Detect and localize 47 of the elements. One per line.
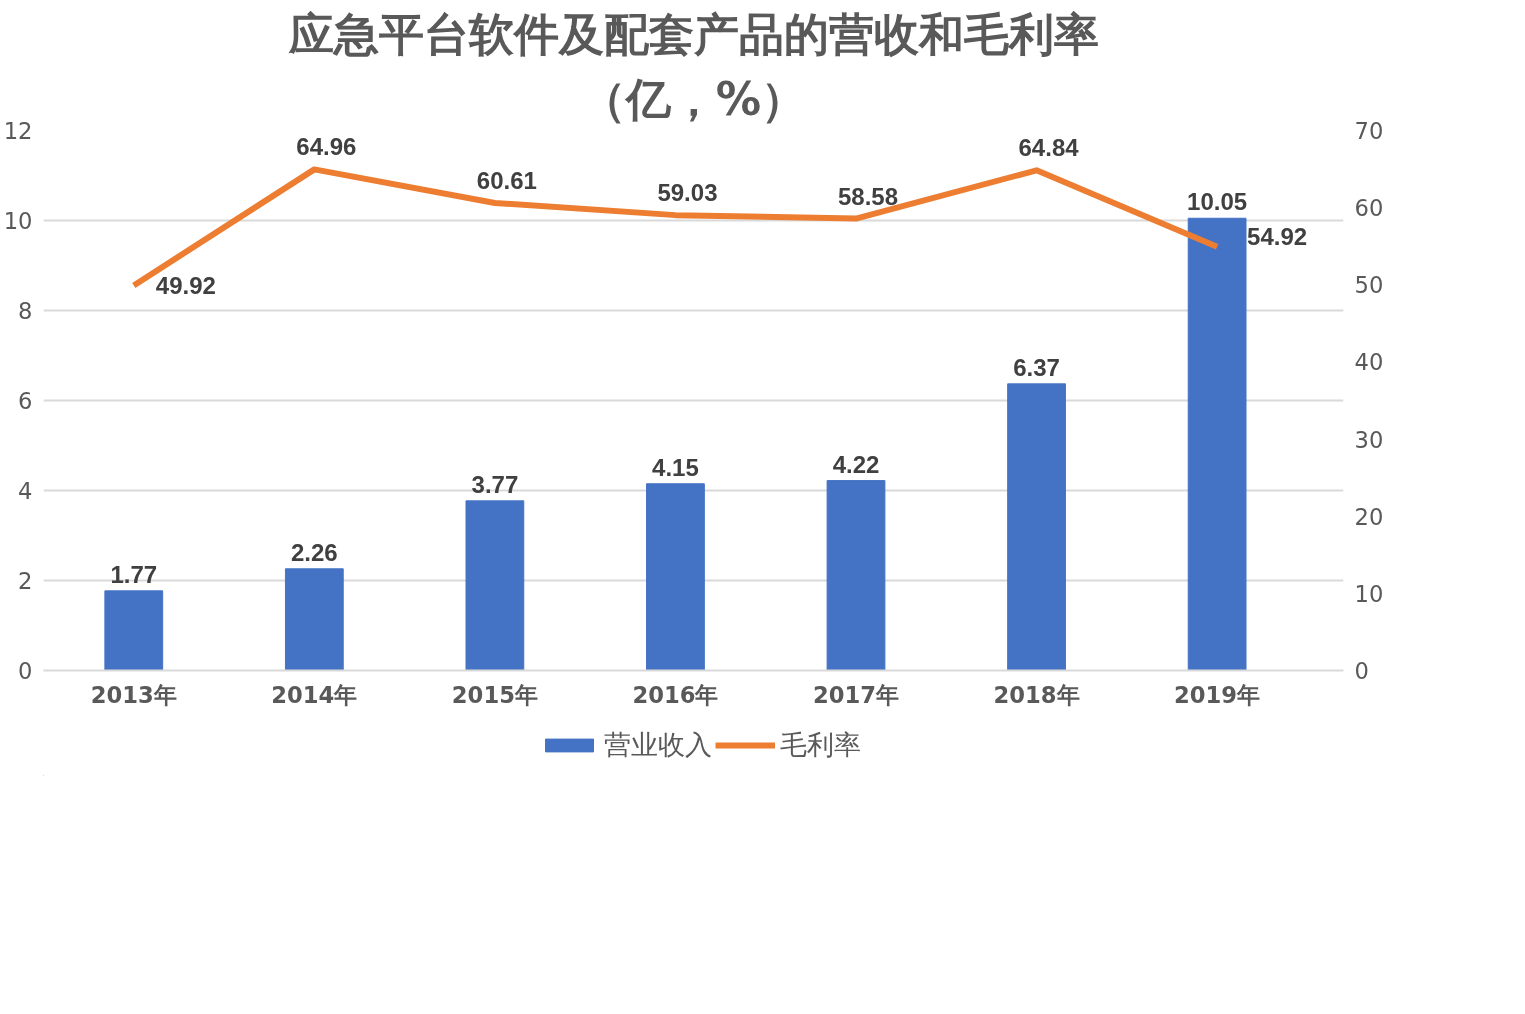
data-label: 6.37 [1013,353,1060,381]
y2-tick-label: 30 [1354,426,1384,453]
y2-tick-label: 20 [1354,503,1384,530]
y2-tick-label: 50 [1354,272,1384,299]
x-tick-label: 2014年 [271,681,358,708]
x-tick-label: 2017年 [812,681,900,708]
data-label: 1.77 [110,560,158,588]
data-label: 2.26 [290,538,338,566]
x-tick-label: 2018年 [993,681,1080,708]
y-tick-label: 10 [3,208,33,234]
bar [465,500,525,671]
legend-label: 营业收入 [604,728,712,762]
data-label: 54.92 [1247,223,1308,251]
y2-tick-label: 0 [1354,658,1369,684]
bar [1187,217,1247,671]
y2-tick-label: 10 [1354,580,1384,607]
y-tick-label: 12 [3,118,33,144]
x-tick-label: 2016年 [632,681,719,708]
y-tick-label: 4 [18,478,33,504]
bar [646,483,705,671]
x-tick-label: 2013年 [90,681,177,708]
data-label: 10.05 [1187,188,1248,216]
y2-tick-label: 70 [1354,118,1384,144]
chart-title: 应急平台软件及配套产品的营收和毛利率 [287,7,1099,61]
bar [284,568,344,671]
data-label: 4.22 [832,450,880,478]
data-label: 60.61 [476,166,537,194]
y-tick-label: 0 [18,658,33,684]
y2-tick-label: 40 [1354,349,1384,376]
y2-tick-label: 60 [1354,195,1384,222]
bar [104,590,164,671]
y-tick-label: 6 [18,388,33,414]
data-label: 4.15 [652,453,699,481]
x-tick-label: 2019年 [1174,681,1261,708]
data-label: 64.96 [296,133,357,161]
chart-subtitle: （亿，%） [580,72,807,126]
legend-label: 毛利率 [780,728,861,762]
data-label: 64.84 [1018,134,1080,162]
y-tick-label: 8 [18,298,33,324]
data-label: 49.92 [155,271,216,299]
data-label: 58.58 [837,182,899,210]
bar [826,480,886,671]
y-tick-label: 2 [18,568,33,594]
data-label: 3.77 [471,470,519,498]
bar [1007,383,1066,671]
data-label: 59.03 [657,179,718,207]
x-tick-label: 2015年 [451,681,538,708]
